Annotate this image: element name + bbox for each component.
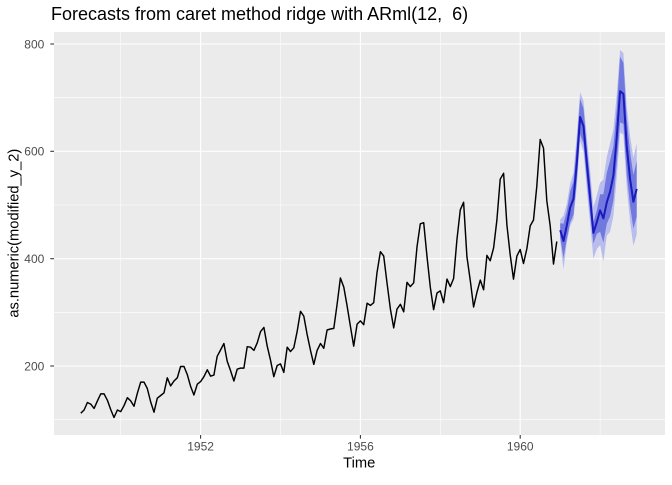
svg-text:Time: Time <box>343 456 375 472</box>
svg-text:as.numeric(modified_y_2): as.numeric(modified_y_2) <box>6 149 22 318</box>
svg-text:200: 200 <box>24 359 44 373</box>
svg-text:400: 400 <box>24 252 44 266</box>
svg-text:Forecasts from caret method ri: Forecasts from caret method ridge with A… <box>51 4 468 24</box>
svg-text:1956: 1956 <box>347 439 374 453</box>
svg-text:1960: 1960 <box>507 439 534 453</box>
svg-text:600: 600 <box>24 145 44 159</box>
svg-text:800: 800 <box>24 37 44 51</box>
svg-text:1952: 1952 <box>187 439 214 453</box>
